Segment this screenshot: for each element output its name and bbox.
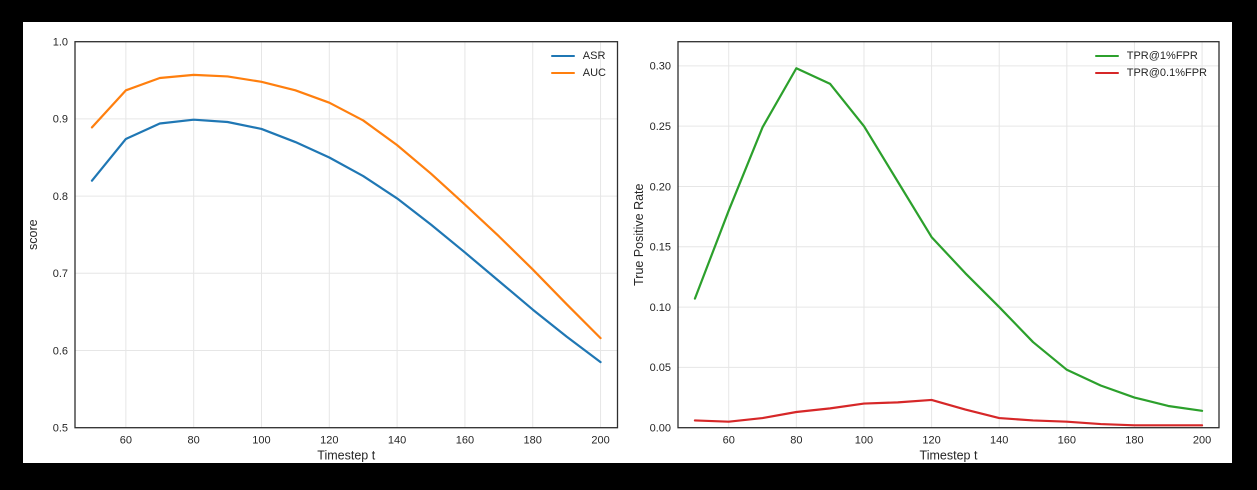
y-tick-label: 0.7	[53, 268, 68, 280]
legend-line-swatch	[550, 71, 575, 75]
y-tick-label: 0.8	[53, 191, 68, 203]
plot-border	[677, 41, 1220, 429]
legend-line-swatch	[1094, 54, 1119, 58]
x-tick-label: 120	[320, 435, 338, 447]
x-tick-label: 180	[524, 435, 542, 447]
legend-entry: AUC	[550, 65, 606, 82]
legend-entry: TPR@1%FPR	[1094, 48, 1207, 65]
left-chart-score-vs-timestep: 60 80 100 120 140 160 180 200 0.5 0.6 0.7 0.8 0.9 1.0…	[23, 22, 1232, 463]
y-tick-label: 0.25	[650, 121, 671, 133]
y-tick-label: 0.6	[53, 345, 68, 357]
legend-label: TPR@1%FPR	[1126, 49, 1198, 62]
legend-entry: ASR	[550, 48, 606, 65]
legend-entry: TPR@0.1%FPR	[1094, 65, 1207, 82]
x-axis-label: Timestep t	[920, 449, 978, 463]
chart-plot: 60 80 100 120 140 160 180 200 0.5 0.6 0.7 0.8 0.9 1.0…	[26, 37, 619, 463]
x-tick-label: 140	[388, 435, 406, 447]
x-tick-label: 180	[1125, 435, 1143, 447]
x-tick-label: 60	[723, 435, 735, 447]
figure-canvas: 60 80 100 120 140 160 180 200 0.5 0.6 0.7 0.8 0.9 1.0…	[23, 22, 1232, 463]
legend: TPR@1%FPR TPR@0.1%FPR	[1094, 48, 1207, 82]
x-axis-label: Timestep t	[317, 449, 375, 463]
x-tick-label: 100	[252, 435, 270, 447]
legend: ASR AUC	[550, 48, 606, 82]
x-tick-label: 200	[591, 435, 609, 447]
plot-area	[678, 41, 1219, 428]
y-tick-label: 0.10	[650, 302, 671, 314]
y-tick-label: 0.00	[650, 423, 671, 435]
x-tick-label: 80	[790, 435, 802, 447]
right-chart-tpr-vs-timestep: 60 80 100 120 140 160 180 200 0.00 0.05 0.10 0.15 0.…	[23, 22, 1232, 463]
series-line-tpr-0-1-fpr	[693, 398, 1204, 427]
y-tick-label: 0.9	[53, 114, 68, 126]
series-line-asr	[90, 118, 602, 364]
series-line-auc	[90, 73, 602, 340]
y-tick-label: 0.15	[650, 242, 671, 254]
y-tick-label: 0.5	[53, 423, 68, 435]
legend-label: AUC	[582, 66, 606, 79]
y-axis-label: True Positive Rate	[632, 183, 646, 285]
x-tick-label: 160	[1058, 435, 1076, 447]
y-axis-label: score	[26, 219, 40, 250]
x-tick-label: 60	[120, 435, 132, 447]
x-tick-label: 120	[922, 435, 940, 447]
legend-line-swatch	[1094, 71, 1119, 75]
x-tick-label: 100	[855, 435, 873, 447]
y-tick-label: 0.20	[650, 181, 671, 193]
y-tick-label: 0.30	[650, 61, 671, 73]
y-tick-label: 0.05	[650, 362, 671, 374]
plot-border	[74, 41, 619, 429]
legend-label: ASR	[582, 49, 606, 62]
y-tick-label: 1.0	[53, 37, 68, 49]
legend-line-swatch	[550, 54, 575, 58]
x-tick-label: 200	[1193, 435, 1211, 447]
legend-label: TPR@0.1%FPR	[1126, 66, 1207, 79]
series-line-tpr-1-fpr	[693, 67, 1204, 412]
plot-area	[75, 41, 618, 428]
x-tick-label: 160	[456, 435, 474, 447]
chart-plot: 60 80 100 120 140 160 180 200 0.00 0.05 0.10 0.15 0.…	[632, 41, 1220, 463]
x-tick-label: 80	[188, 435, 200, 447]
x-tick-label: 140	[990, 435, 1008, 447]
